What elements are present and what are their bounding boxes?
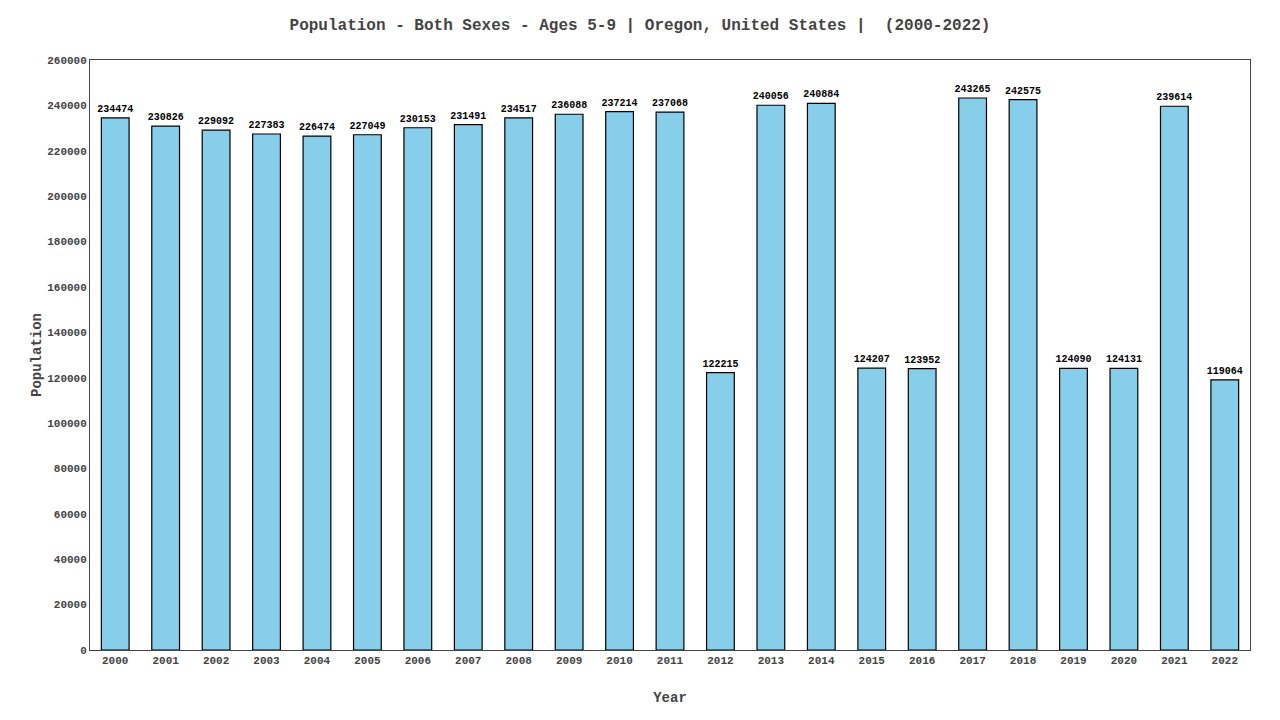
svg-text:237214: 237214: [602, 98, 638, 109]
svg-text:2012: 2012: [707, 655, 733, 667]
svg-text:Population: Population: [29, 313, 45, 397]
svg-text:2008: 2008: [505, 655, 532, 667]
svg-text:229092: 229092: [198, 116, 234, 127]
svg-text:240056: 240056: [753, 91, 789, 102]
svg-text:227383: 227383: [249, 120, 285, 131]
svg-text:Population - Both Sexes - Ages: Population - Both Sexes - Ages 5-9 | Ore…: [290, 17, 991, 35]
svg-text:234517: 234517: [501, 104, 537, 115]
svg-text:2006: 2006: [405, 655, 431, 667]
svg-text:124090: 124090: [1055, 354, 1091, 365]
svg-text:2020: 2020: [1111, 655, 1137, 667]
svg-text:236088: 236088: [551, 100, 587, 111]
svg-text:122215: 122215: [702, 359, 738, 370]
svg-text:227049: 227049: [349, 121, 385, 132]
svg-text:2015: 2015: [859, 655, 886, 667]
svg-text:40000: 40000: [54, 554, 87, 566]
svg-text:119064: 119064: [1207, 366, 1243, 377]
svg-text:240000: 240000: [47, 100, 87, 112]
svg-text:80000: 80000: [54, 463, 87, 475]
svg-text:160000: 160000: [47, 282, 87, 294]
svg-text:220000: 220000: [47, 146, 87, 158]
svg-text:260000: 260000: [47, 55, 87, 67]
svg-text:124131: 124131: [1106, 354, 1142, 365]
svg-text:230153: 230153: [400, 114, 436, 125]
svg-text:124207: 124207: [854, 354, 890, 365]
svg-text:2017: 2017: [959, 655, 985, 667]
svg-text:60000: 60000: [54, 509, 87, 521]
svg-text:2014: 2014: [808, 655, 835, 667]
svg-text:231491: 231491: [450, 111, 486, 122]
svg-text:2007: 2007: [455, 655, 481, 667]
svg-text:2001: 2001: [152, 655, 179, 667]
svg-text:226474: 226474: [299, 122, 335, 133]
svg-text:2002: 2002: [203, 655, 229, 667]
svg-text:123952: 123952: [904, 355, 940, 366]
svg-text:180000: 180000: [47, 236, 87, 248]
svg-text:100000: 100000: [47, 418, 87, 430]
svg-text:2010: 2010: [606, 655, 632, 667]
svg-text:20000: 20000: [54, 599, 87, 611]
svg-text:242575: 242575: [1005, 86, 1041, 97]
svg-text:237068: 237068: [652, 98, 688, 109]
svg-text:140000: 140000: [47, 327, 87, 339]
svg-text:2009: 2009: [556, 655, 582, 667]
svg-text:2000: 2000: [102, 655, 128, 667]
svg-text:0: 0: [80, 645, 87, 657]
svg-text:2005: 2005: [354, 655, 381, 667]
svg-text:2003: 2003: [253, 655, 280, 667]
svg-text:200000: 200000: [47, 191, 87, 203]
svg-text:2021: 2021: [1161, 655, 1188, 667]
svg-text:Year: Year: [653, 690, 687, 706]
svg-text:230826: 230826: [148, 112, 184, 123]
svg-text:243265: 243265: [955, 84, 991, 95]
svg-text:239614: 239614: [1156, 92, 1192, 103]
svg-text:120000: 120000: [47, 373, 87, 385]
svg-text:2013: 2013: [758, 655, 785, 667]
svg-text:234474: 234474: [97, 104, 133, 115]
svg-text:240884: 240884: [803, 89, 839, 100]
svg-text:2016: 2016: [909, 655, 935, 667]
svg-text:2019: 2019: [1060, 655, 1086, 667]
svg-text:2018: 2018: [1010, 655, 1037, 667]
svg-text:2004: 2004: [304, 655, 331, 667]
svg-text:2011: 2011: [657, 655, 684, 667]
svg-text:2022: 2022: [1212, 655, 1238, 667]
